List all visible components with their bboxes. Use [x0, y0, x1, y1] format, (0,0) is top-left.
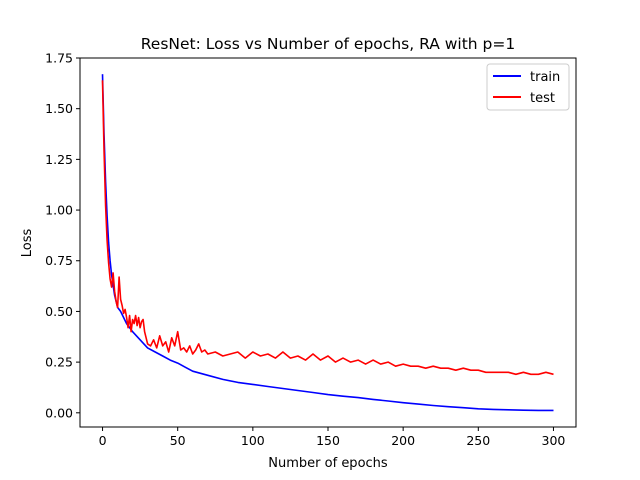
y-axis-ticks: 0.00 0.25 0.50 0.75 1.00 1.25 1.50 1.75 — [45, 51, 80, 420]
x-axis-ticks: 0 50 100 150 200 250 300 — [99, 427, 566, 448]
legend: train test — [486, 63, 570, 111]
x-tick-label: 250 — [466, 433, 490, 448]
y-tick-label: 0.75 — [45, 253, 73, 268]
y-tick-label: 0.25 — [45, 355, 73, 370]
series-line-test — [101, 80, 554, 376]
y-tick-label: 1.00 — [45, 203, 73, 218]
y-tick-label: 1.25 — [45, 152, 73, 167]
x-tick-label: 50 — [170, 433, 186, 448]
y-tick-label: 1.50 — [45, 101, 73, 116]
x-tick-label: 150 — [316, 433, 340, 448]
x-tick-label: 300 — [542, 433, 566, 448]
chart-title: ResNet: Loss vs Number of epochs, RA wit… — [141, 35, 516, 53]
legend-label-train: train — [530, 70, 560, 85]
series-layer — [101, 74, 554, 412]
y-tick-label: 0.00 — [45, 405, 73, 420]
y-tick-label: 0.50 — [45, 304, 73, 319]
y-axis-label: Loss — [20, 229, 35, 258]
x-tick-label: 200 — [391, 433, 415, 448]
y-tick-label: 1.75 — [45, 51, 73, 66]
x-axis-label: Number of epochs — [268, 456, 388, 471]
x-tick-label: 100 — [241, 433, 265, 448]
legend-label-test: test — [530, 91, 555, 106]
x-tick-label: 0 — [99, 433, 107, 448]
